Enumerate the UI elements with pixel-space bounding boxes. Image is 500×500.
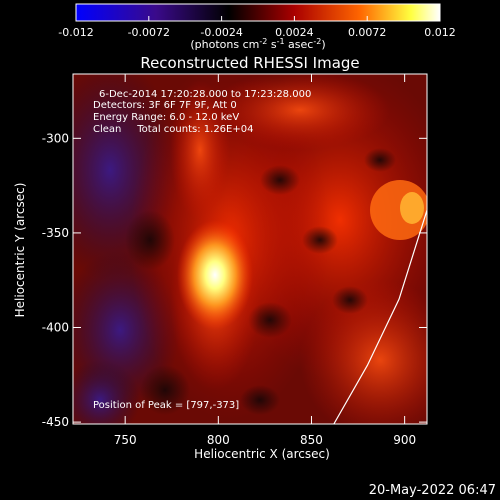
y-axis-label: Heliocentric Y (arcsec) xyxy=(13,183,27,318)
colorbar-ticks: -0.012 -0.0072 -0.0024 0.0024 0.0072 0.012 xyxy=(58,16,456,39)
y-tick-label: -400 xyxy=(42,321,69,335)
annotation-time: 6-Dec-2014 17:20:28.000 to 17:23:28.000 xyxy=(99,89,311,100)
y-tick-label: -300 xyxy=(42,131,69,145)
x-tick-label: 750 xyxy=(114,433,137,447)
colorbar-tick-label: -0.0072 xyxy=(128,26,170,39)
footer-date: 20-May-2022 06:47 xyxy=(369,483,496,498)
plot-frame xyxy=(72,73,428,425)
annotation-energy: Energy Range: 6.0 - 12.0 keV xyxy=(93,112,239,123)
annotation-clean: Clean Total counts: 1.26E+04 xyxy=(93,124,253,135)
colorbar-tick-label: 0.0072 xyxy=(348,26,387,39)
colorbar-tick-label: -0.0024 xyxy=(200,26,242,39)
annotations: 6-Dec-2014 17:20:28.000 to 17:23:28.000 … xyxy=(93,89,311,411)
y-tick-label: -450 xyxy=(42,415,69,429)
colorbar: -0.012 -0.0072 -0.0024 0.0024 0.0072 0.012 (p… xyxy=(58,3,456,51)
y-tick-label: -350 xyxy=(42,226,69,240)
annotation-detectors: Detectors: 3F 6F 7F 9F, Att 0 xyxy=(93,100,237,111)
colorbar-strip xyxy=(75,3,441,22)
x-tick-label: 900 xyxy=(393,433,416,447)
colorbar-units: (photons cm-2 s-1 asec-2) xyxy=(190,37,325,51)
x-tick-label: 850 xyxy=(300,433,323,447)
x-axis: 750 800 850 900 xyxy=(114,74,416,447)
annotation-peak: Position of Peak = [797,-373] xyxy=(93,400,239,411)
x-tick-label: 800 xyxy=(207,433,230,447)
peak-source xyxy=(177,220,253,330)
colorbar-tick-label: -0.012 xyxy=(58,26,93,39)
colorbar-tick-label: 0.0024 xyxy=(275,26,314,39)
colorbar-tick-label: 0.012 xyxy=(424,26,456,39)
heatmap-image xyxy=(73,74,427,424)
solar-limb-curve xyxy=(333,210,427,424)
chart-title: Reconstructed RHESSI Image xyxy=(140,54,359,72)
y-axis: -300 -350 -400 -450 xyxy=(42,131,427,429)
x-axis-label: Heliocentric X (arcsec) xyxy=(194,447,330,461)
